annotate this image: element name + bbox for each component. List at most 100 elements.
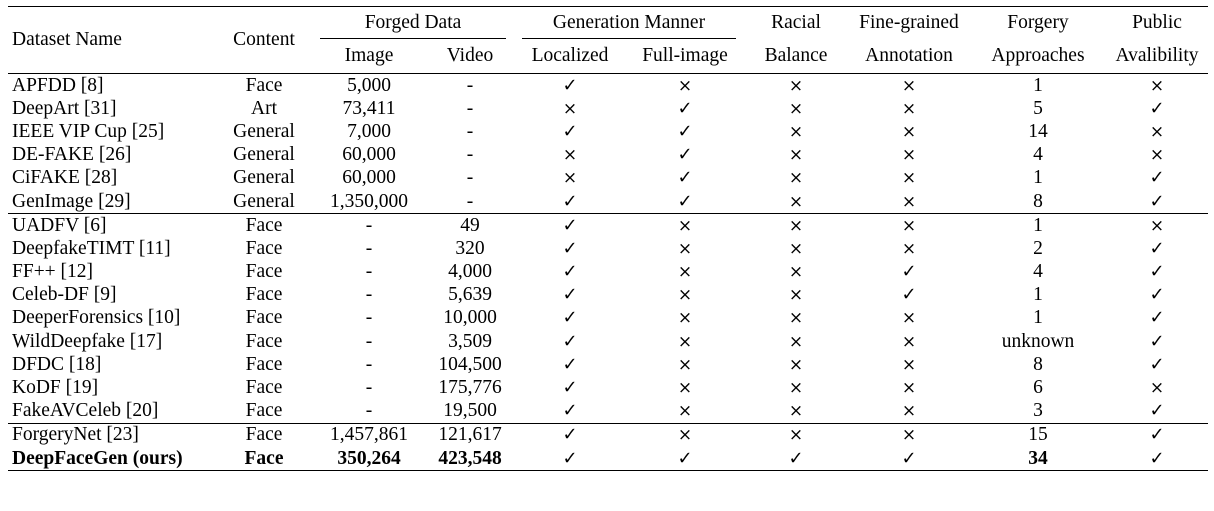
cell-localized: ✓ (562, 261, 578, 283)
cell-forgery-approaches: 1 (1033, 167, 1043, 189)
cell-fine-grained: × (901, 98, 917, 119)
cell-full-image: × (677, 308, 693, 329)
cell-video-count: - (466, 120, 474, 142)
cell-video-count: 320 (455, 237, 485, 259)
cell-fine-grained: × (901, 378, 917, 399)
cell-content: Face (216, 447, 312, 472)
cell-racial-balance: × (788, 98, 804, 119)
cell-localized: ✓ (562, 307, 578, 329)
cell-public-availability: ✓ (1106, 422, 1208, 447)
cell-fine-grained: × (901, 168, 917, 189)
cell-image-count: - (312, 213, 426, 238)
comparison-table: Dataset Name Content Forged Data Generat… (8, 6, 1208, 472)
cell-content: Face (245, 377, 283, 399)
cell-fine-grained: × (901, 401, 917, 422)
header-full-image: Full-image (642, 45, 728, 66)
cell-forgery-approaches: 34 (970, 447, 1106, 472)
cell-content: Face (216, 73, 312, 98)
cell-dataset-name: UADFV [6] (8, 213, 216, 238)
cell-fine-grained: × (901, 354, 917, 375)
cell-content: General (233, 144, 295, 166)
cell-racial-balance: × (788, 308, 804, 329)
cell-content: Face (245, 261, 283, 283)
cell-full-image: × (677, 378, 693, 399)
cell-content: Art (251, 97, 277, 119)
cell-video-count: 5,639 (448, 284, 492, 306)
cell-full-image: × (677, 285, 693, 306)
header-generation-manner: Generation Manner (514, 7, 744, 40)
cell-public-availability: ✓ (1149, 330, 1165, 352)
table-row: DeeperForensics [10] Face - 10,000 ✓ × × × 1 ✓ (8, 307, 1208, 330)
cell-public-availability: ✓ (1149, 284, 1165, 306)
cell-fine-grained: × (848, 73, 970, 98)
cell-dataset-name: DeepFaceGen (ours) (8, 447, 216, 472)
cell-racial-balance: × (788, 145, 804, 166)
header-video: Video (446, 45, 494, 66)
cell-fine-grained: × (901, 331, 917, 352)
cell-racial-balance: × (788, 168, 804, 189)
cell-public-availability: ✓ (1149, 237, 1165, 259)
cell-dataset-name: CiFAKE [28] (12, 167, 118, 189)
cell-content: Face (245, 307, 283, 329)
cell-image-count: - (365, 261, 373, 283)
cell-dataset-name: Celeb-DF [9] (12, 284, 117, 306)
cell-localized: ✓ (562, 400, 578, 422)
cell-dataset-name: DeepfakeTIMT [11] (12, 237, 171, 259)
header-balance: Balance (764, 45, 828, 66)
cell-dataset-name: WildDeepfake [17] (12, 330, 163, 352)
cell-content: Face (245, 284, 283, 306)
table-row: IEEE VIP Cup [25] General 7,000 - ✓ ✓ × × 14 × (8, 120, 1208, 143)
cell-image-count: 1,350,000 (330, 190, 408, 212)
table-group: UADFV [6] Face -49 ✓ × × × 1 × DeepfakeTIMT [11] F… (8, 213, 1208, 424)
header-fine-grained: Fine-grained (859, 12, 959, 33)
cell-forgery-approaches: 1 (1033, 284, 1043, 306)
cell-fine-grained: ✓ (901, 284, 917, 306)
cell-full-image: × (677, 401, 693, 422)
cell-fine-grained: ✓ (901, 261, 917, 283)
cell-video-count: 104,500 (438, 353, 502, 375)
cell-video-count: 175,776 (438, 377, 502, 399)
cell-racial-balance: × (744, 422, 848, 447)
cell-forgery-approaches: 1 (970, 213, 1106, 238)
cell-image-count: - (365, 307, 373, 329)
cell-racial-balance: × (788, 191, 804, 212)
cell-video-count: 19,500 (443, 400, 497, 422)
header-approaches: Approaches (991, 45, 1085, 66)
cell-forgery-approaches: 5 (1033, 97, 1043, 119)
cell-forgery-approaches: 1 (1033, 307, 1043, 329)
cell-public-availability: ✓ (1149, 261, 1165, 283)
cell-racial-balance: × (788, 401, 804, 422)
cell-fine-grained: × (848, 213, 970, 238)
cell-forgery-approaches: unknown (1001, 330, 1075, 352)
cell-image-count: - (365, 377, 373, 399)
table-row: FF++ [12] Face - 4,000 ✓ × × ✓ 4 ✓ (8, 261, 1208, 284)
table-row: DeepFaceGen (ours) Face 350,264 423,548 ✓ ✓ ✓ ✓… (8, 447, 1208, 472)
cell-racial-balance: × (788, 331, 804, 352)
table-row: ForgeryNet [23] Face 1,457,861 121,617 ✓ × × × 1… (8, 422, 1208, 447)
cell-video-count: - (466, 97, 474, 119)
table-row: FakeAVCeleb [20] Face - 19,500 ✓ × × × 3 ✓ (8, 400, 1208, 424)
table-row: UADFV [6] Face -49 ✓ × × × 1 × (8, 213, 1208, 238)
cell-dataset-name: GenImage [29] (12, 190, 131, 212)
cell-dataset-name: ForgeryNet [23] (8, 422, 216, 447)
cell-public-availability: × (1149, 145, 1165, 166)
cell-racial-balance: × (744, 73, 848, 98)
cell-video-count: - (426, 73, 514, 98)
cell-racial-balance: × (788, 121, 804, 142)
cell-localized: ✓ (562, 284, 578, 306)
table-row: DeepfakeTIMT [11] Face - 320 ✓ × × × 2 ✓ (8, 237, 1208, 260)
cell-image-count: - (365, 353, 373, 375)
cell-localized: ✓ (562, 353, 578, 375)
cell-content: Face (245, 330, 283, 352)
cell-full-image: × (677, 262, 693, 283)
table-row: Celeb-DF [9] Face - 5,639 ✓ × × ✓ 1 ✓ (8, 284, 1208, 307)
header-forged-data: Forged Data (312, 7, 514, 40)
cell-public-availability: ✓ (1149, 400, 1165, 422)
cell-public-availability: ✓ (1149, 307, 1165, 329)
table-row: DE-FAKE [26] General 60,000 - × ✓ × × 4 × (8, 144, 1208, 167)
cell-image-count: 60,000 (342, 167, 396, 189)
cell-full-image: × (677, 238, 693, 259)
cell-full-image: × (626, 422, 744, 447)
table-row: DeepArt [31] Art 73,411 - × ✓ × × 5 ✓ (8, 97, 1208, 120)
cell-forgery-approaches: 4 (1033, 144, 1043, 166)
